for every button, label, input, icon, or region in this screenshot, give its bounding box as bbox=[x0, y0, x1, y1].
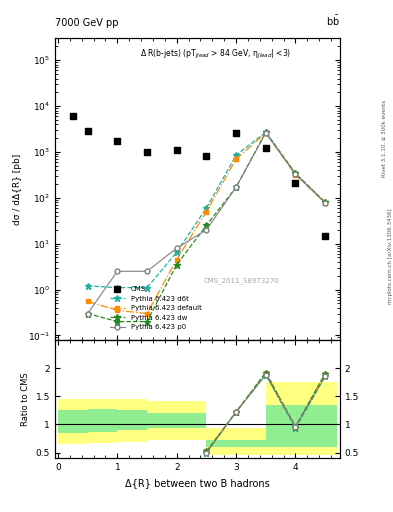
Text: b$\bar{\rm b}$: b$\bar{\rm b}$ bbox=[326, 14, 340, 28]
Text: mcplots.cern.ch [arXiv:1306.3436]: mcplots.cern.ch [arXiv:1306.3436] bbox=[388, 208, 393, 304]
Text: Δ R(b-jets) (pT$_{Jlead}$ > 84 GeV, η$_{Jlead}$| <3): Δ R(b-jets) (pT$_{Jlead}$ > 84 GeV, η$_{… bbox=[141, 48, 292, 60]
X-axis label: Δ{R} between two B hadrons: Δ{R} between two B hadrons bbox=[125, 478, 270, 487]
Text: CMS_2011_S8973270: CMS_2011_S8973270 bbox=[203, 278, 279, 284]
Point bbox=[84, 127, 91, 136]
Point bbox=[203, 152, 209, 160]
Point bbox=[292, 179, 299, 187]
Point bbox=[70, 112, 76, 120]
Point bbox=[114, 137, 121, 145]
Point bbox=[144, 148, 150, 156]
Point bbox=[233, 129, 239, 137]
Y-axis label: Ratio to CMS: Ratio to CMS bbox=[21, 372, 30, 426]
Text: Rivet 3.1.10, ≥ 300k events: Rivet 3.1.10, ≥ 300k events bbox=[382, 100, 387, 177]
Point bbox=[322, 231, 328, 240]
Point bbox=[174, 146, 180, 154]
Text: 7000 GeV pp: 7000 GeV pp bbox=[55, 18, 119, 28]
Point bbox=[263, 144, 269, 153]
Y-axis label: dσ / dΔ{R} [pb]: dσ / dΔ{R} [pb] bbox=[13, 154, 22, 225]
Legend: CMS, Pythia 6.423 d6t, Pythia 6.423 default, Pythia 6.423 dw, Pythia 6.423 p0: CMS, Pythia 6.423 d6t, Pythia 6.423 defa… bbox=[110, 286, 202, 330]
